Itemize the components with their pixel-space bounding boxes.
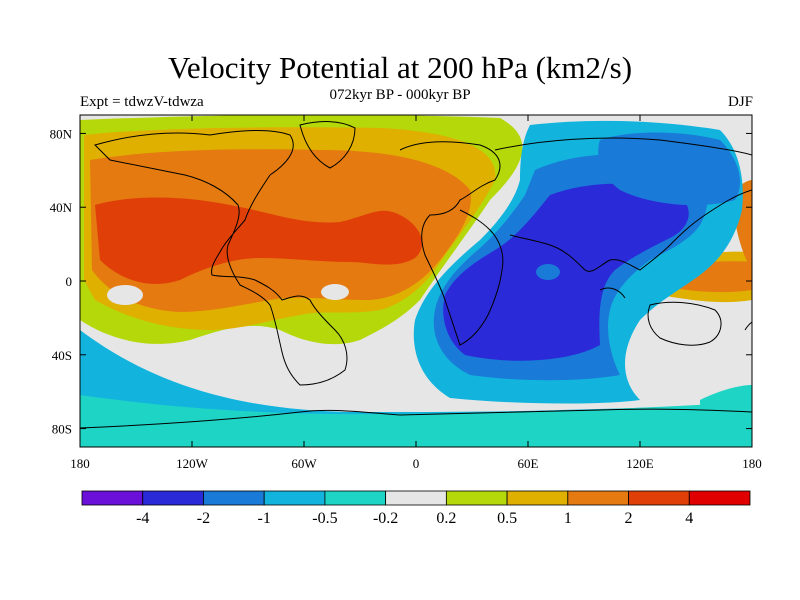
colorbar-swatch: [142, 490, 204, 506]
colorbar-label: 1: [564, 510, 572, 527]
coast-asia: [494, 137, 752, 272]
lon-tick-label: 60W: [291, 456, 317, 471]
colorbar-label: -1: [258, 510, 271, 527]
map-title: Velocity Potential at 200 hPa (km2/s): [167, 50, 633, 85]
contour-positive-red: [95, 197, 423, 284]
lon-tick-label: 60E: [518, 456, 539, 471]
coast-antarctica: [80, 408, 752, 429]
colorbar-label: 0.2: [436, 510, 456, 527]
lat-tick-label: 40S: [52, 348, 72, 363]
colorbar-swatch: [628, 490, 690, 506]
coast-australia: [647, 301, 722, 346]
colorbar-swatch: [385, 490, 447, 506]
contour-fill: [80, 115, 752, 447]
lat-tick-label: 80N: [50, 126, 73, 141]
colorbar-swatch: [324, 490, 387, 506]
coast-americas: [94, 130, 348, 386]
contour-east-teal: [700, 385, 752, 405]
colorbar-label: 4: [685, 510, 693, 527]
lon-tick-label: 0: [413, 456, 420, 471]
colorbar: -4 -2 -1 -0.5 -0.2 0.2 0.5 1 2 4: [81, 490, 751, 527]
coast-greenland: [299, 121, 356, 169]
latitude-axis: 80N 40N 0 40S 80S: [50, 126, 752, 437]
colorbar-swatch: [445, 490, 508, 506]
contour-ne-blue: [598, 132, 740, 206]
colorbar-label: 2: [625, 510, 633, 527]
colorbar-label: 0.5: [497, 510, 517, 527]
contour-white-blob-2: [321, 284, 349, 300]
lon-tick-label: 180: [70, 456, 90, 471]
colorbar-swatch: [263, 490, 326, 506]
contour-negative-deep-blue: [443, 183, 689, 361]
experiment-label: Expt = tdwzV-tdwza: [80, 94, 204, 110]
lon-tick-label: 180: [742, 456, 762, 471]
coastline-overlay: [80, 121, 752, 429]
colorbar-swatch: [567, 490, 629, 506]
lat-tick-label: 0: [66, 274, 73, 289]
lat-tick-label: 40N: [50, 200, 73, 215]
season-label: DJF: [727, 94, 753, 110]
contour-white-blob-1: [107, 285, 143, 305]
colorbar-label: -4: [136, 510, 149, 527]
colorbar-swatch: [688, 490, 751, 506]
colorbar-swatch: [203, 490, 265, 506]
lon-tick-label: 120E: [626, 456, 654, 471]
lat-tick-label: 80S: [52, 422, 72, 437]
colorbar-label: -2: [197, 510, 210, 527]
coast-europe-africa: [399, 141, 504, 346]
map-subtitle: 072kyr BP - 000kyr BP: [329, 87, 471, 103]
contour-negative-hole: [536, 264, 560, 280]
colorbar-label: -0.2: [373, 510, 398, 527]
colorbar-swatch: [81, 490, 144, 506]
longitude-axis: 180 120W 60W 0 60E 120E 180: [70, 115, 762, 471]
colorbar-label: -0.5: [312, 510, 337, 527]
colorbar-swatch: [506, 490, 569, 506]
lon-tick-label: 120W: [176, 456, 209, 471]
contour-southern-teal: [80, 395, 752, 447]
